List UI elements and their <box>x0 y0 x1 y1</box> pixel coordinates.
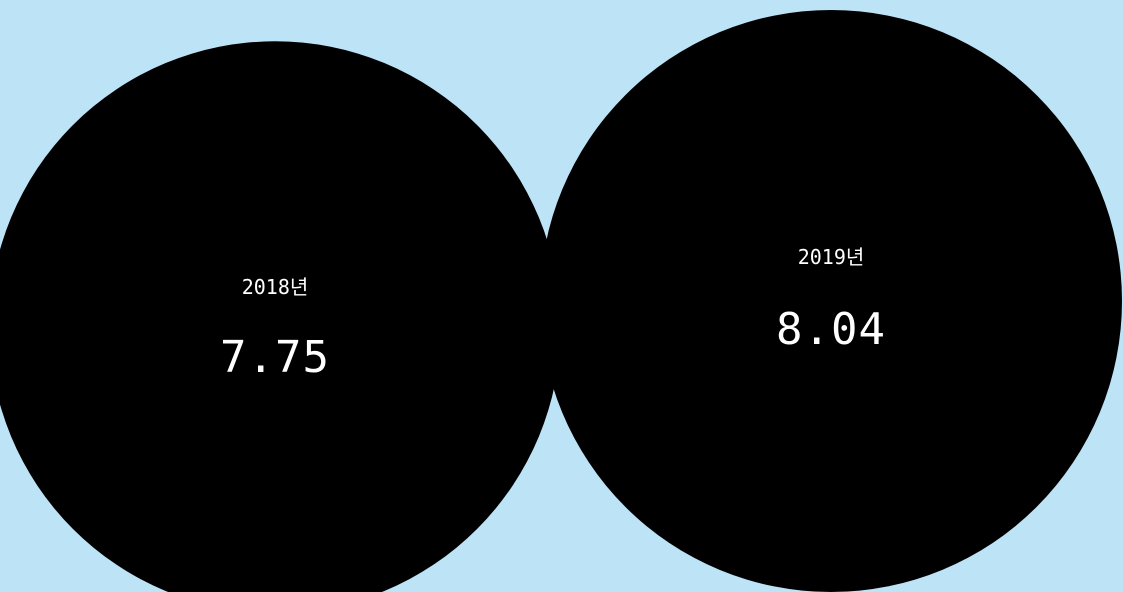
value-label: 8.04 <box>776 304 886 355</box>
category-label: 2018년 <box>242 275 309 299</box>
bubble-2019년 <box>540 10 1122 592</box>
value-label: 7.75 <box>220 332 330 383</box>
category-label: 2019년 <box>798 245 865 269</box>
bubble-2018년 <box>0 41 561 592</box>
